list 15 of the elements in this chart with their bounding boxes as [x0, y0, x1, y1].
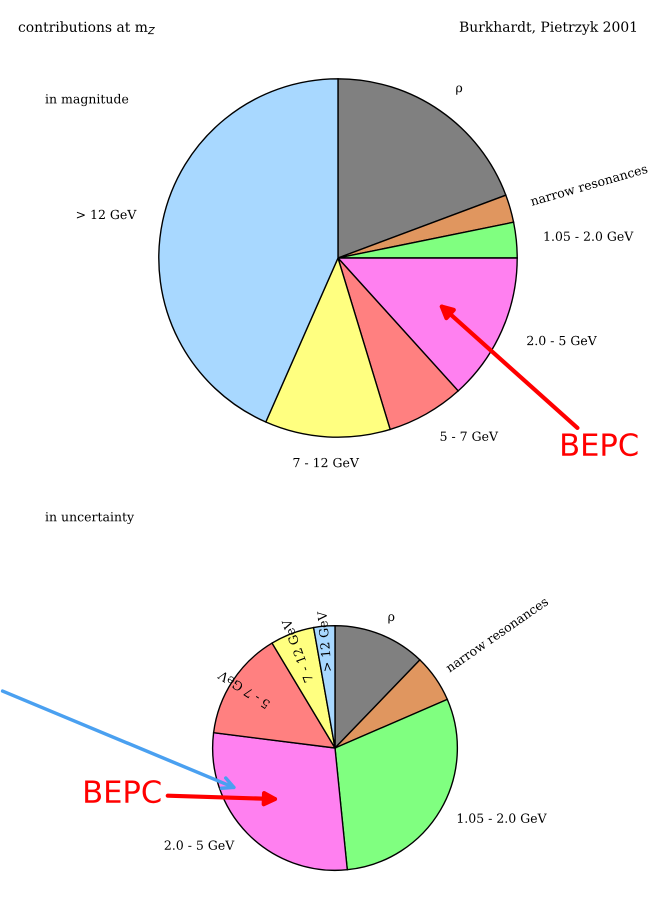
text: BEPC — [562, 433, 638, 456]
slice-label: 2.0 - 5 GeV — [164, 840, 234, 850]
slice-label: ρ — [456, 85, 462, 95]
slice-label: 5 - 7 GeV — [440, 432, 498, 441]
slice-label: 1.05 - 2.0 GeV — [458, 813, 547, 823]
slice-label: 2.0 - 5 GeV — [527, 336, 597, 346]
chart-title: contributions at m$_{Z}$ — [18, 21, 155, 34]
chart-subtitle: in uncertainty — [45, 512, 134, 524]
slice-label: 1.05 - 2.0 GeV — [544, 231, 634, 241]
slice-label: ρ — [388, 614, 394, 624]
slice-label: 7 - 12 GeV — [294, 458, 360, 468]
text: in magnitude — [45, 94, 128, 106]
text: BEPC — [85, 780, 161, 804]
slice-label: > 12 GeV — [76, 210, 137, 220]
text: Burkhardt, Pietrzyk 2001 — [460, 21, 636, 35]
